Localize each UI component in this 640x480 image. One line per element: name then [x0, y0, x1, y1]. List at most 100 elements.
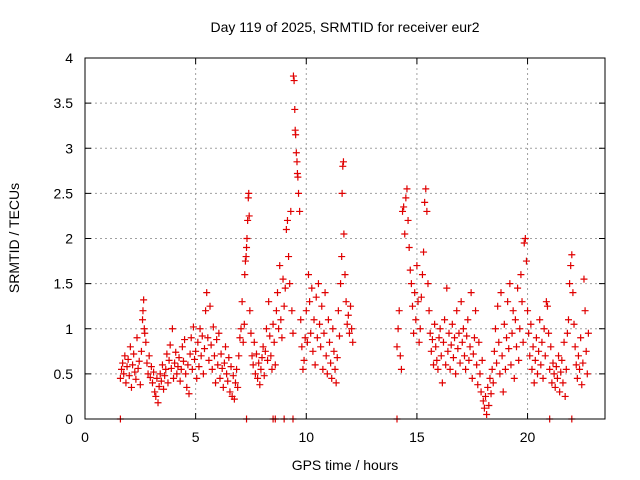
data-point — [304, 271, 312, 279]
data-point — [245, 189, 253, 197]
data-point — [412, 316, 420, 324]
data-point — [210, 352, 218, 360]
data-point — [235, 352, 243, 360]
y-tick-label: 4 — [65, 50, 73, 66]
data-point — [147, 363, 155, 371]
data-point — [134, 364, 142, 372]
data-point — [466, 343, 474, 351]
data-point — [479, 397, 487, 405]
data-point — [483, 410, 491, 418]
data-point — [512, 343, 520, 351]
y-tick-label: 2.5 — [54, 185, 74, 201]
data-point — [485, 401, 493, 409]
data-point — [508, 329, 516, 337]
data-point — [394, 325, 402, 333]
data-point — [469, 350, 477, 358]
data-point — [462, 365, 470, 373]
data-point — [269, 320, 277, 328]
data-point — [281, 284, 289, 292]
data-point — [209, 323, 217, 331]
data-point — [536, 316, 544, 324]
data-point — [119, 359, 127, 367]
data-point — [129, 361, 137, 369]
data-point — [402, 194, 410, 202]
data-point — [421, 198, 429, 206]
data-point — [541, 352, 549, 360]
data-point — [249, 361, 257, 369]
data-point — [206, 302, 214, 310]
data-point — [504, 298, 512, 306]
data-point — [219, 383, 227, 391]
data-point — [578, 381, 586, 389]
data-point — [135, 357, 143, 365]
data-point — [217, 350, 225, 358]
data-point — [444, 347, 452, 355]
data-point — [428, 336, 436, 344]
data-point — [393, 343, 401, 351]
data-point — [446, 365, 454, 373]
data-point — [455, 329, 463, 337]
data-point — [216, 374, 224, 382]
data-point — [292, 149, 300, 157]
data-point — [199, 370, 207, 378]
data-point — [289, 72, 297, 80]
data-point — [434, 365, 442, 373]
data-point — [330, 347, 338, 355]
data-point — [182, 370, 190, 378]
data-point — [252, 350, 260, 358]
data-point — [432, 343, 440, 351]
data-point — [179, 357, 187, 365]
x-tick-label: 10 — [298, 429, 314, 445]
data-point — [302, 307, 310, 315]
data-point — [142, 338, 150, 346]
data-point — [396, 352, 404, 360]
data-point — [241, 257, 249, 265]
data-point — [569, 289, 577, 297]
axis-ticks — [84, 57, 605, 420]
data-point — [332, 379, 340, 387]
data-point — [158, 361, 166, 369]
data-point — [556, 388, 564, 396]
data-point — [178, 343, 186, 351]
data-point — [164, 379, 172, 387]
data-point — [343, 320, 351, 328]
x-tick-label: 20 — [520, 429, 536, 445]
data-point — [521, 235, 529, 242]
data-point — [416, 325, 424, 333]
data-point — [342, 298, 350, 306]
data-point — [426, 329, 434, 337]
data-point — [127, 383, 135, 391]
data-point — [297, 316, 305, 324]
data-point — [310, 316, 318, 324]
data-point — [558, 356, 566, 364]
data-point — [539, 374, 547, 382]
data-point — [335, 332, 343, 340]
data-point — [551, 383, 559, 391]
data-point — [220, 359, 228, 367]
data-point — [439, 338, 447, 346]
data-point — [120, 370, 128, 378]
data-point — [480, 404, 488, 412]
data-point — [246, 307, 254, 315]
data-point — [222, 343, 230, 351]
data-point — [243, 235, 251, 242]
data-point — [414, 298, 422, 306]
data-point — [183, 383, 191, 391]
data-point — [274, 289, 282, 297]
data-point — [568, 251, 576, 259]
y-tick-label: 2 — [65, 231, 73, 247]
data-point — [468, 374, 476, 382]
data-point — [334, 307, 342, 315]
data-point — [503, 334, 511, 342]
y-tick-label: 3 — [65, 140, 73, 156]
data-point — [251, 370, 259, 378]
data-point — [549, 359, 557, 367]
data-point — [329, 325, 337, 333]
data-point — [184, 361, 192, 369]
data-point — [517, 271, 525, 279]
data-point — [579, 359, 587, 367]
data-point — [425, 307, 433, 315]
data-point — [345, 329, 353, 337]
data-point — [399, 207, 407, 215]
data-point — [400, 203, 408, 211]
